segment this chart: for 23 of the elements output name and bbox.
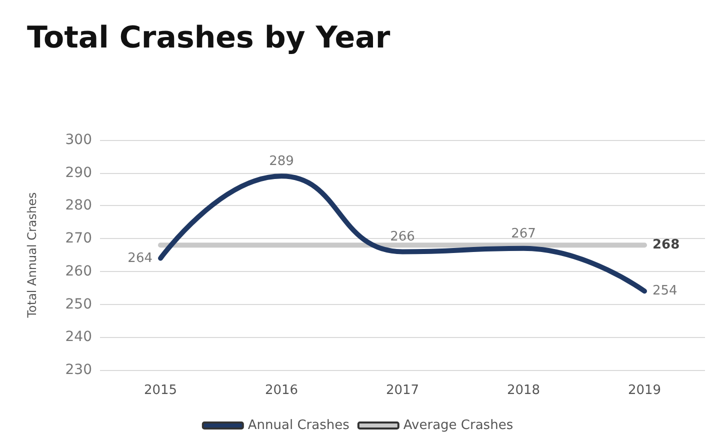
y-axis-title: Total Annual Crashes xyxy=(25,192,39,319)
data-label: 267 xyxy=(511,226,536,242)
y-tick-label: 260 xyxy=(65,263,92,280)
y-tick-label: 270 xyxy=(65,230,92,247)
data-label: 264 xyxy=(128,250,152,266)
x-tick-label: 2015 xyxy=(144,383,178,398)
data-label: 289 xyxy=(269,154,294,170)
y-tick-label: 290 xyxy=(65,164,92,181)
x-tick-label: 2017 xyxy=(386,383,420,398)
x-tick-label: 2019 xyxy=(628,383,662,398)
chart-title: Total Crashes by Year xyxy=(27,20,390,56)
legend-label: Average Crashes xyxy=(403,418,514,433)
y-tick-label: 280 xyxy=(65,198,92,214)
data-label: 254 xyxy=(652,284,678,299)
y-tick-label: 300 xyxy=(65,132,92,148)
y-tick-label: 250 xyxy=(65,296,92,312)
y-tick-label: 240 xyxy=(65,329,92,346)
data-label: 268 xyxy=(652,238,680,253)
y-tick-label: 230 xyxy=(65,362,92,378)
x-tick-label: 2018 xyxy=(506,383,540,398)
x-tick-label: 2016 xyxy=(264,383,298,398)
data-label: 266 xyxy=(390,230,415,245)
legend-label: Annual Crashes xyxy=(248,418,350,433)
